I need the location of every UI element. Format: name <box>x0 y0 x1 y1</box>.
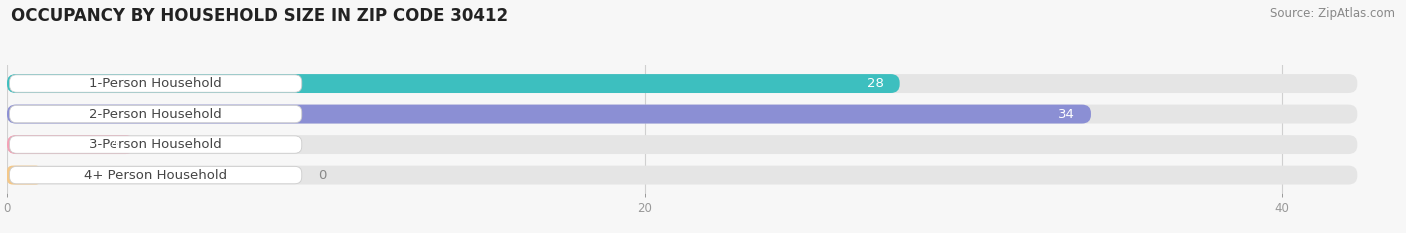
FancyBboxPatch shape <box>7 166 41 185</box>
Text: 4+ Person Household: 4+ Person Household <box>84 169 228 182</box>
Text: 3-Person Household: 3-Person Household <box>90 138 222 151</box>
FancyBboxPatch shape <box>7 135 135 154</box>
FancyBboxPatch shape <box>7 135 1357 154</box>
Text: Source: ZipAtlas.com: Source: ZipAtlas.com <box>1270 7 1395 20</box>
FancyBboxPatch shape <box>7 74 900 93</box>
Text: 2-Person Household: 2-Person Household <box>90 108 222 120</box>
Text: 34: 34 <box>1059 108 1076 120</box>
FancyBboxPatch shape <box>10 166 302 184</box>
FancyBboxPatch shape <box>10 75 302 92</box>
Text: 4: 4 <box>110 138 118 151</box>
FancyBboxPatch shape <box>10 136 302 153</box>
FancyBboxPatch shape <box>7 105 1091 123</box>
Text: 1-Person Household: 1-Person Household <box>90 77 222 90</box>
Text: 0: 0 <box>318 169 326 182</box>
FancyBboxPatch shape <box>7 105 1357 123</box>
Text: OCCUPANCY BY HOUSEHOLD SIZE IN ZIP CODE 30412: OCCUPANCY BY HOUSEHOLD SIZE IN ZIP CODE … <box>11 7 509 25</box>
FancyBboxPatch shape <box>10 105 302 123</box>
FancyBboxPatch shape <box>7 166 1357 185</box>
Text: 28: 28 <box>868 77 884 90</box>
FancyBboxPatch shape <box>7 74 1357 93</box>
